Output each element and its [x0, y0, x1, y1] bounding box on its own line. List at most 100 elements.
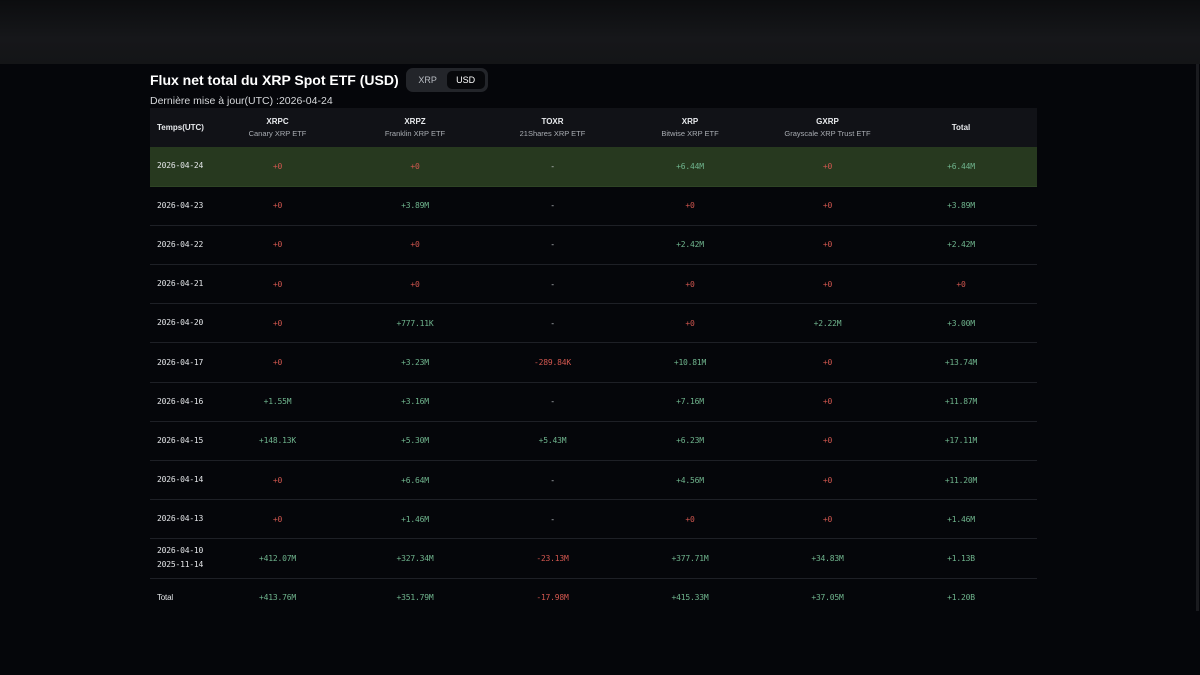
flow-cell-xrpc: +0 — [220, 342, 335, 383]
flow-cell-xrp: +0 — [610, 499, 770, 540]
column-header-xrpc: XRPC Canary XRP ETF — [220, 108, 335, 147]
date-start: 2026-04-17 — [157, 357, 204, 367]
table-row: 2026-04-20 +0 +777.11K - +0 +2.22M +3.00M — [150, 303, 1037, 344]
flow-cell-xrp: +0 — [610, 303, 770, 344]
date-start: 2026-04-20 — [157, 318, 204, 328]
row-date: 2026-04-14 — [150, 460, 220, 501]
column-ticker: TOXR — [541, 117, 564, 126]
flow-cell-toxr: -23.13M — [495, 538, 610, 579]
table-total-row: Total +413.76M +351.79M -17.98M +415.33M +37.… — [150, 578, 1037, 617]
column-header-xrpz: XRPZ Franklin XRP ETF — [335, 108, 495, 147]
flow-cell-toxr: - — [495, 225, 610, 266]
flow-cell-gxrp: +0 — [770, 147, 885, 187]
column-ticker: Total — [951, 123, 971, 132]
column-header-total: Total — [885, 108, 1037, 147]
flow-cell-xrp: +415.33M — [671, 593, 709, 603]
column-fund-name: Canary XRP ETF — [248, 129, 307, 138]
column-ticker: XRPZ — [404, 117, 426, 126]
flow-cell-xrp: +0 — [610, 186, 770, 226]
row-date: Total — [150, 578, 220, 617]
flow-cell-total: +11.20M — [885, 460, 1037, 501]
scrollbar[interactable] — [1196, 64, 1199, 611]
flow-cell-total: +13.74M — [885, 342, 1037, 383]
flow-cell-total: +6.44M — [885, 147, 1037, 187]
flow-cell-xrpz: +5.30M — [335, 421, 495, 462]
flow-cell-total: +1.20B — [947, 593, 975, 603]
table-row: 2026-04-21 +0 +0- +0 +0 +0 — [150, 264, 1037, 305]
flow-cell-total: +11.87M — [885, 382, 1037, 422]
flow-cell-toxr: - — [495, 499, 610, 540]
flow-cell-total: +1.46M — [885, 499, 1037, 540]
toggle-xrp[interactable]: XRP — [418, 75, 437, 85]
flow-cell-xrpc: +412.07M — [220, 538, 335, 579]
flow-cell-xrp: +0 — [610, 264, 770, 305]
flow-cell-xrpz: +6.64M — [335, 460, 495, 501]
flow-cell-total: +1.13B — [885, 538, 1037, 579]
flow-cell-xrpc: +413.76M — [259, 593, 296, 603]
column-ticker: XRPC — [266, 117, 289, 126]
flow-cell-xrpz: +3.16M — [335, 382, 495, 422]
column-fund-name: Bitwise XRP ETF — [661, 129, 719, 138]
date-start: Total — [157, 592, 173, 602]
flow-cell-toxr: - — [495, 147, 610, 187]
flow-cell-xrpz: +0 — [335, 147, 495, 187]
flow-cell-xrpz: +777.11K — [335, 303, 495, 344]
currency-toggle[interactable]: XRP USD — [405, 68, 488, 92]
flow-cell-xrpz: +0 — [335, 264, 495, 305]
table-row: 2026-04-16 +1.55M +3.16M - +7.16M +0 +11.87M — [150, 382, 1037, 422]
flow-cell-xrpc: +0 — [220, 499, 335, 540]
column-header-gxrp: GXRP Grayscale XRP Trust ETF — [770, 108, 885, 147]
flow-cell-toxr: -17.98M — [536, 593, 569, 603]
flow-cell-xrpc: +0 — [220, 186, 335, 226]
table-row: 2026-04-10 2025-11-14 +412.07M +327.34M -23.… — [150, 538, 1037, 579]
row-date: 2026-04-23 — [150, 186, 220, 226]
flow-cell-gxrp: +0 — [770, 342, 885, 383]
date-start: 2026-04-16 — [157, 396, 204, 406]
flow-cell-toxr: - — [495, 460, 610, 501]
column-header-time: Temps(UTC) — [150, 108, 220, 147]
flow-cell-xrp: +6.44M — [610, 147, 770, 187]
flow-cell-xrpz: +1.46M — [335, 499, 495, 540]
toggle-usd[interactable]: USD — [446, 71, 485, 89]
flow-cell-toxr: - — [495, 186, 610, 226]
row-date: 2026-04-20 — [150, 303, 220, 344]
flow-cell-xrp: +4.56M — [610, 460, 770, 501]
table-row: 2026-04-14 +0 +6.64M - +4.56M +0 +11.20M — [150, 460, 1037, 501]
table-row: 2026-04-15 +148.13K +5.30M +5.43M +6.23M +0 +1… — [150, 421, 1037, 462]
flow-cell-xrpc: +0 — [220, 303, 335, 344]
flow-cell-gxrp: +0 — [770, 382, 885, 422]
flow-cell-toxr: - — [495, 382, 610, 422]
table-row: 2026-04-13 +0 +1.46M - +0 +0 +1.46M — [150, 499, 1037, 540]
flow-cell-xrpc: +1.55M — [220, 382, 335, 422]
flow-cell-gxrp: +34.83M — [770, 538, 885, 579]
row-date: 2026-04-10 2025-11-14 — [150, 538, 220, 579]
flow-cell-xrp: +2.42M — [610, 225, 770, 266]
flow-cell-toxr: - — [495, 303, 610, 344]
flow-cell-xrpc: +0 — [220, 264, 335, 305]
flow-cell-xrp: +6.23M — [610, 421, 770, 462]
flow-cell-total: +3.00M — [885, 303, 1037, 344]
flow-cell-gxrp: +0 — [770, 499, 885, 540]
date-start: 2026-04-13 — [157, 514, 204, 524]
column-header-toxr: TOXR 21Shares XRP ETF — [495, 108, 610, 147]
date-start: 2026-04-21 — [157, 279, 204, 289]
row-date: 2026-04-13 — [150, 499, 220, 540]
flow-cell-xrp: +7.16M — [610, 382, 770, 422]
date-start: 2026-04-22 — [157, 239, 204, 249]
flow-cell-toxr: +5.43M — [495, 421, 610, 462]
flow-cell-xrpz: +3.89M — [335, 186, 495, 226]
flow-cell-gxrp: +0 — [770, 225, 885, 266]
page-title: Flux net total du XRP Spot ETF (USD) — [150, 72, 399, 88]
column-header-xrp: XRP Bitwise XRP ETF — [610, 108, 770, 147]
flow-cell-xrp: +377.71M — [610, 538, 770, 579]
flow-cell-gxrp: +0 — [770, 421, 885, 462]
flow-cell-xrp: +10.81M — [610, 342, 770, 383]
column-ticker: GXRP — [816, 117, 839, 126]
table-row: 2026-04-23 +0 +3.89M - +0 +0 +3.89M — [150, 186, 1037, 226]
row-date: 2026-04-24 — [150, 147, 220, 187]
flow-cell-gxrp: +0 — [770, 460, 885, 501]
column-fund-name: 21Shares XRP ETF — [519, 129, 586, 138]
flow-cell-xrpc: +0 — [220, 147, 335, 187]
flow-cell-total: +17.11M — [885, 421, 1037, 462]
flow-cell-xrpz: +0 — [335, 225, 495, 266]
